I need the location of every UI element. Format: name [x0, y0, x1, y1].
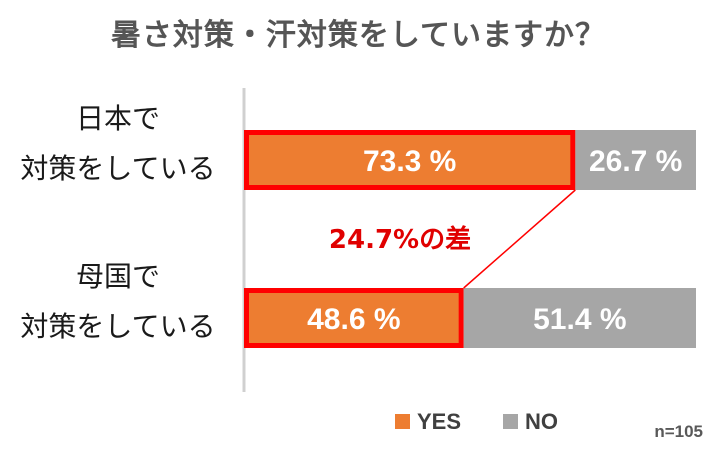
legend-swatch-yes	[395, 414, 410, 429]
bar-no-1	[463, 288, 696, 348]
value-label-no-0: 26.7 %	[589, 145, 682, 178]
bar-yes-1	[244, 288, 464, 348]
bars-layer	[244, 130, 696, 348]
highlight-frame-0	[244, 130, 576, 190]
legend-label-no: NO	[525, 409, 558, 434]
value-label-yes-0: 73.3 %	[363, 145, 456, 178]
bar-no-0	[575, 130, 696, 190]
category-label-1-1: 対策をしている	[20, 310, 215, 343]
sample-size-label: n=105	[654, 422, 703, 441]
chart-title: 暑さ対策・汗対策をしていますか？	[110, 18, 607, 53]
legend: YES NO	[395, 409, 558, 434]
legend-swatch-no	[503, 414, 518, 429]
difference-annotation: 24.7%の差	[329, 224, 471, 255]
bar-yes-0	[244, 130, 576, 190]
category-label-0-0: 日本で	[76, 102, 160, 135]
category-label-1-0: 母国で	[76, 260, 160, 293]
value-label-yes-1: 48.6 %	[307, 303, 400, 336]
highlight-frame-1	[244, 288, 464, 348]
legend-label-yes: YES	[417, 409, 461, 434]
labels-layer: 73.3 % 26.7 % 48.6 % 51.4 %	[307, 145, 682, 336]
value-label-no-1: 51.4 %	[533, 303, 626, 336]
category-label-0-1: 対策をしている	[20, 152, 215, 185]
difference-connector-line	[463, 189, 576, 289]
